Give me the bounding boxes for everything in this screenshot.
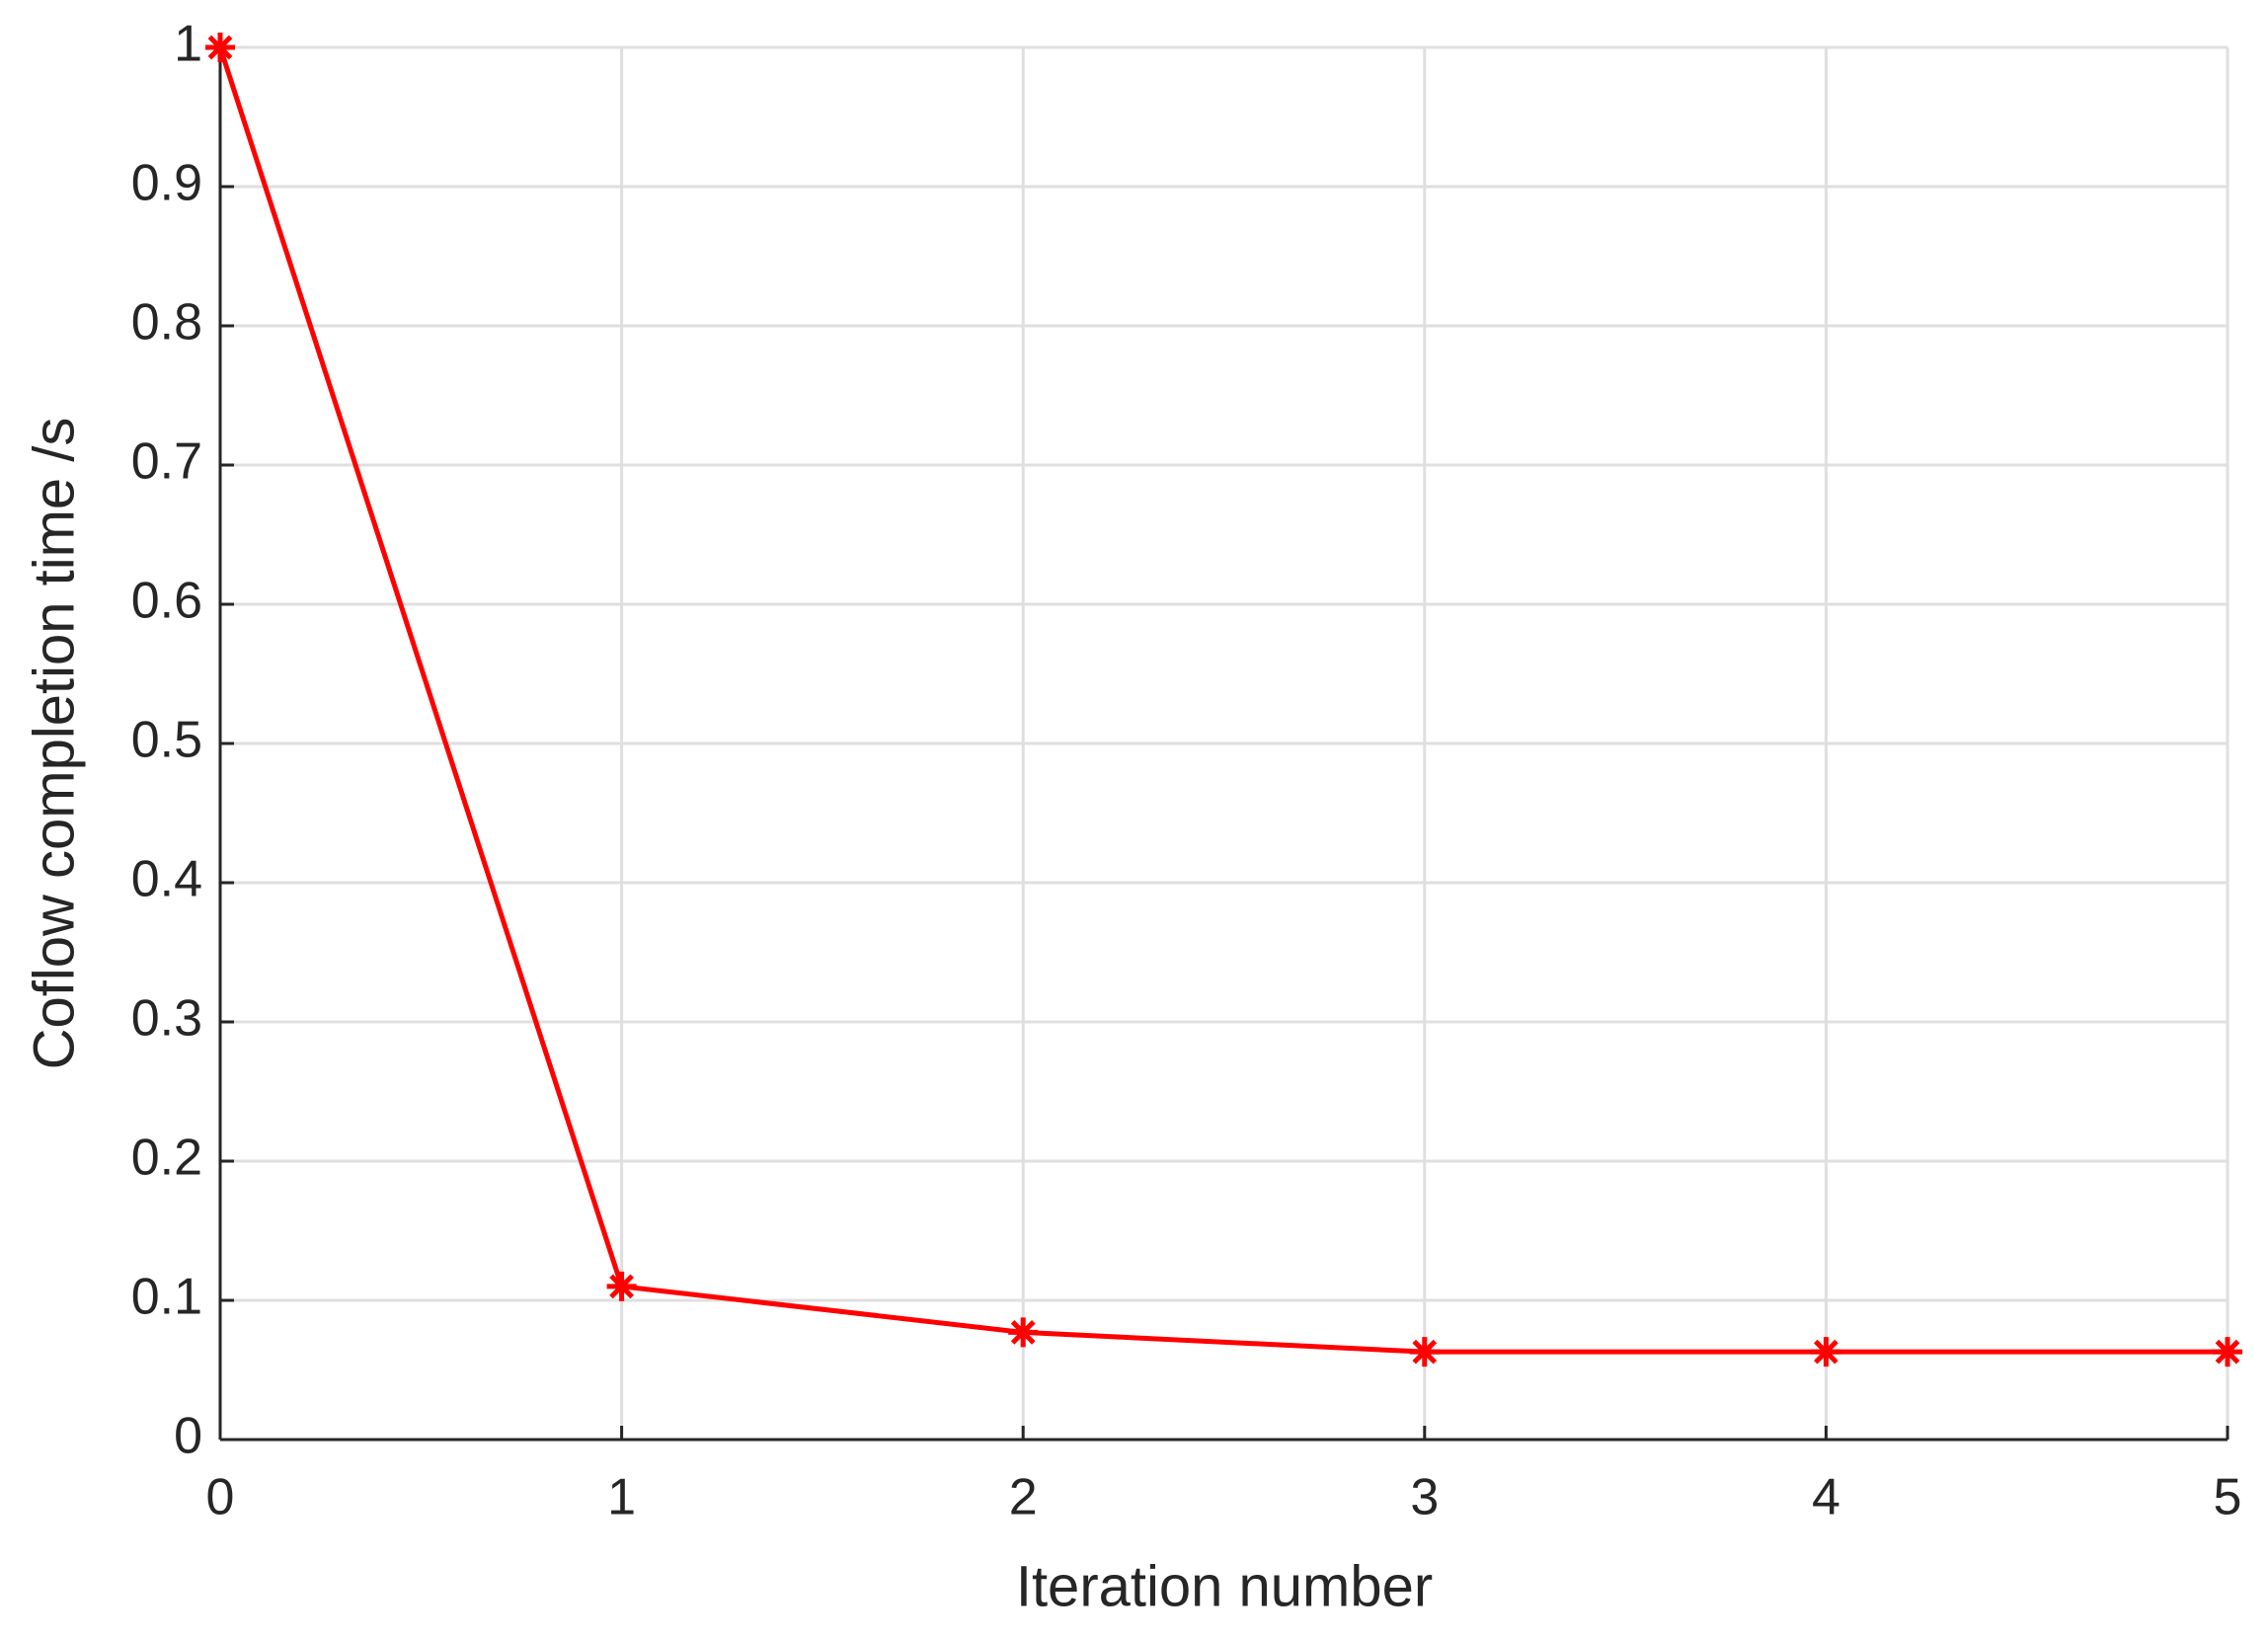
y-tick-label: 0.3 <box>131 990 202 1048</box>
x-tick-label: 2 <box>1009 1469 1038 1526</box>
y-tick-label: 0.1 <box>131 1269 202 1326</box>
data-marker <box>205 33 235 62</box>
data-marker <box>1811 1337 1841 1367</box>
y-tick-label: 0.7 <box>131 433 202 491</box>
data-marker <box>606 1271 637 1301</box>
x-tick-label: 0 <box>206 1469 235 1526</box>
x-tick-label: 4 <box>1812 1469 1840 1526</box>
y-tick-label: 0.4 <box>131 851 202 908</box>
y-tick-label: 0.6 <box>131 573 202 630</box>
y-tick-label: 0.8 <box>131 294 202 351</box>
data-marker <box>1409 1337 1440 1367</box>
x-tick-label: 3 <box>1410 1469 1439 1526</box>
y-tick-label: 0.9 <box>131 155 202 212</box>
y-tick-label: 0 <box>174 1408 202 1465</box>
x-tick-label: 5 <box>2214 1469 2242 1526</box>
data-marker <box>2213 1337 2242 1367</box>
x-axis-label: Iteration number <box>1016 1554 1433 1618</box>
y-tick-label: 0.2 <box>131 1130 202 1187</box>
y-axis-label: Coflow completion time /s <box>22 418 86 1070</box>
y-tick-label: 1 <box>174 16 202 73</box>
data-marker <box>1008 1317 1039 1348</box>
x-tick-label: 1 <box>607 1469 636 1526</box>
y-tick-label: 0.5 <box>131 712 202 769</box>
data-line <box>217 46 2228 1355</box>
